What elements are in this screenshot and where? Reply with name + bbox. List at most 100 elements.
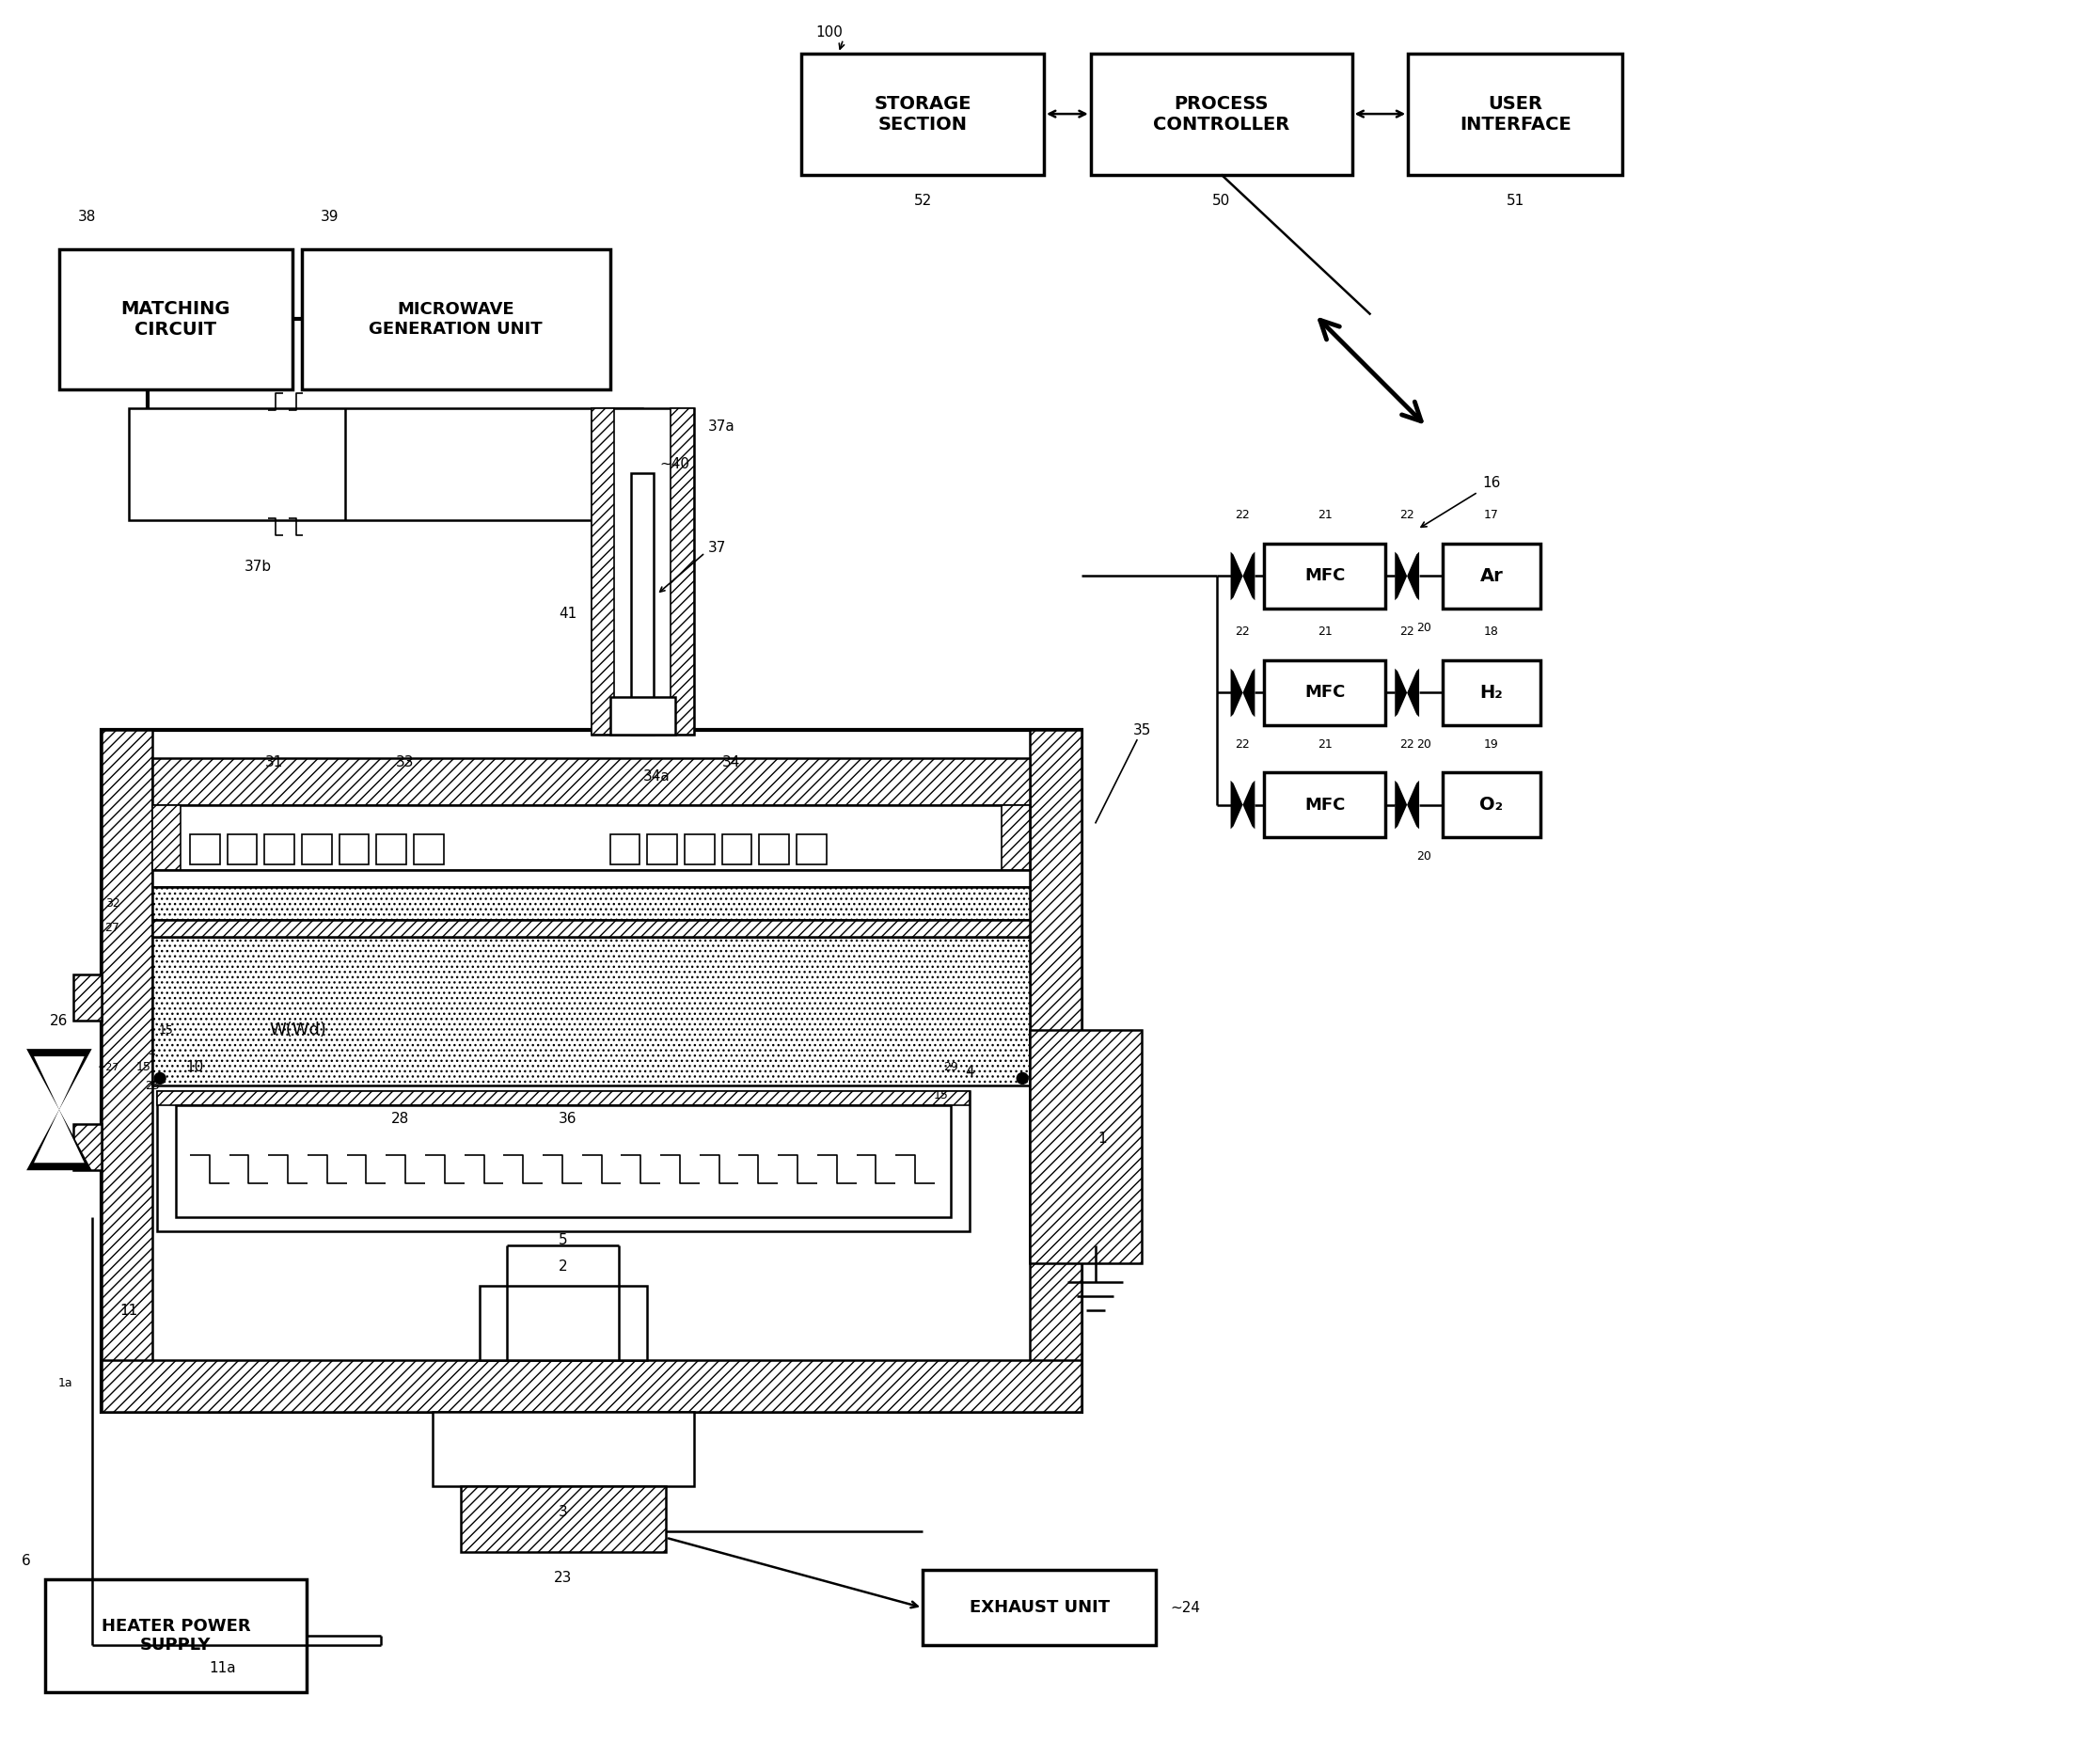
Text: 3: 3 bbox=[559, 1505, 567, 1519]
Bar bbox=[1264, 659, 1386, 726]
Polygon shape bbox=[34, 1109, 84, 1162]
Polygon shape bbox=[1231, 552, 1256, 599]
Bar bbox=[153, 758, 1029, 805]
Polygon shape bbox=[1399, 805, 1415, 826]
Text: H₂: H₂ bbox=[1480, 684, 1504, 701]
Text: 22: 22 bbox=[1399, 510, 1415, 522]
Text: 19: 19 bbox=[1485, 738, 1499, 751]
Text: HEATER POWER
SUPPLY: HEATER POWER SUPPLY bbox=[101, 1617, 250, 1654]
Bar bbox=[153, 805, 181, 870]
Bar bbox=[609, 698, 676, 735]
Text: 11a: 11a bbox=[210, 1661, 235, 1675]
Text: 25: 25 bbox=[145, 1079, 160, 1092]
Bar bbox=[74, 974, 101, 1021]
Text: 22: 22 bbox=[1235, 738, 1250, 751]
Text: 22: 22 bbox=[1399, 626, 1415, 638]
Bar bbox=[302, 250, 609, 389]
Text: 35: 35 bbox=[1132, 723, 1151, 737]
Text: MFC: MFC bbox=[1304, 796, 1346, 814]
Bar bbox=[1029, 1030, 1142, 1264]
Bar bbox=[685, 835, 714, 865]
Polygon shape bbox=[1399, 693, 1415, 714]
Text: 100: 100 bbox=[815, 26, 842, 40]
Bar bbox=[74, 1123, 101, 1171]
Text: 15: 15 bbox=[136, 1062, 151, 1072]
Bar bbox=[158, 1092, 970, 1231]
Bar bbox=[592, 408, 693, 735]
Text: 36: 36 bbox=[559, 1111, 578, 1125]
Polygon shape bbox=[1394, 668, 1420, 717]
Polygon shape bbox=[1231, 668, 1256, 717]
Text: 20: 20 bbox=[1415, 851, 1432, 861]
Polygon shape bbox=[1394, 781, 1420, 830]
Text: MICROWAVE
GENERATION UNIT: MICROWAVE GENERATION UNIT bbox=[370, 301, 542, 338]
Text: 28: 28 bbox=[391, 1111, 410, 1125]
Bar bbox=[414, 835, 443, 865]
Text: MFC: MFC bbox=[1304, 684, 1346, 701]
Bar bbox=[153, 888, 1029, 919]
Polygon shape bbox=[1233, 577, 1252, 598]
Text: 37: 37 bbox=[708, 541, 727, 556]
Text: 50: 50 bbox=[1212, 193, 1231, 207]
Text: 21: 21 bbox=[1317, 510, 1331, 522]
Text: 32: 32 bbox=[105, 897, 120, 909]
Bar bbox=[592, 408, 615, 735]
Text: 26: 26 bbox=[50, 1014, 69, 1028]
Text: 51: 51 bbox=[1506, 193, 1525, 207]
Polygon shape bbox=[34, 1057, 84, 1109]
Polygon shape bbox=[1231, 781, 1256, 830]
Text: 18: 18 bbox=[1485, 626, 1499, 638]
Bar bbox=[176, 1106, 951, 1217]
Text: 17: 17 bbox=[1485, 510, 1499, 522]
Polygon shape bbox=[1231, 552, 1256, 599]
Text: 2: 2 bbox=[559, 1260, 567, 1275]
Bar bbox=[302, 835, 332, 865]
Text: 6: 6 bbox=[21, 1554, 32, 1568]
Text: ~27: ~27 bbox=[99, 1062, 120, 1072]
Bar bbox=[796, 835, 827, 865]
Polygon shape bbox=[1399, 784, 1415, 805]
Bar bbox=[101, 730, 1082, 1412]
Text: USER
INTERFACE: USER INTERFACE bbox=[1460, 95, 1571, 134]
Text: 4: 4 bbox=[964, 1065, 974, 1079]
Text: 1: 1 bbox=[1098, 1132, 1107, 1146]
Text: 27: 27 bbox=[105, 921, 120, 933]
Bar bbox=[189, 835, 220, 865]
Bar bbox=[802, 53, 1044, 174]
Polygon shape bbox=[1394, 552, 1420, 599]
Text: 20: 20 bbox=[1415, 738, 1432, 751]
Circle shape bbox=[1016, 1072, 1029, 1085]
Bar bbox=[153, 919, 1029, 937]
Bar bbox=[265, 835, 294, 865]
Polygon shape bbox=[1233, 672, 1252, 693]
Polygon shape bbox=[1231, 668, 1256, 717]
Polygon shape bbox=[1394, 552, 1420, 599]
Text: Ar: Ar bbox=[1480, 568, 1504, 585]
Bar bbox=[609, 835, 640, 865]
Text: 22: 22 bbox=[1235, 510, 1250, 522]
Text: 22: 22 bbox=[1235, 626, 1250, 638]
Bar bbox=[153, 937, 1029, 1086]
Text: 15: 15 bbox=[935, 1088, 949, 1101]
Bar bbox=[158, 1092, 970, 1106]
Polygon shape bbox=[27, 1050, 92, 1171]
Text: 34: 34 bbox=[722, 756, 741, 770]
Bar bbox=[1443, 772, 1541, 837]
Bar bbox=[647, 835, 676, 865]
Text: W(Wd): W(Wd) bbox=[269, 1021, 326, 1039]
Bar bbox=[1090, 53, 1352, 174]
Bar bbox=[44, 1580, 307, 1691]
Polygon shape bbox=[1233, 554, 1252, 577]
Text: 21: 21 bbox=[1317, 626, 1331, 638]
Text: EXHAUST UNIT: EXHAUST UNIT bbox=[968, 1600, 1109, 1616]
Bar bbox=[922, 1570, 1155, 1645]
Bar bbox=[1443, 543, 1541, 608]
Bar bbox=[1002, 805, 1029, 870]
Text: MFC: MFC bbox=[1304, 568, 1346, 584]
Text: 5: 5 bbox=[559, 1234, 567, 1248]
Bar bbox=[670, 408, 693, 735]
Text: 23: 23 bbox=[554, 1570, 573, 1586]
Text: ~40: ~40 bbox=[659, 457, 689, 471]
Text: 21: 21 bbox=[1317, 738, 1331, 751]
Text: 38: 38 bbox=[78, 209, 97, 223]
